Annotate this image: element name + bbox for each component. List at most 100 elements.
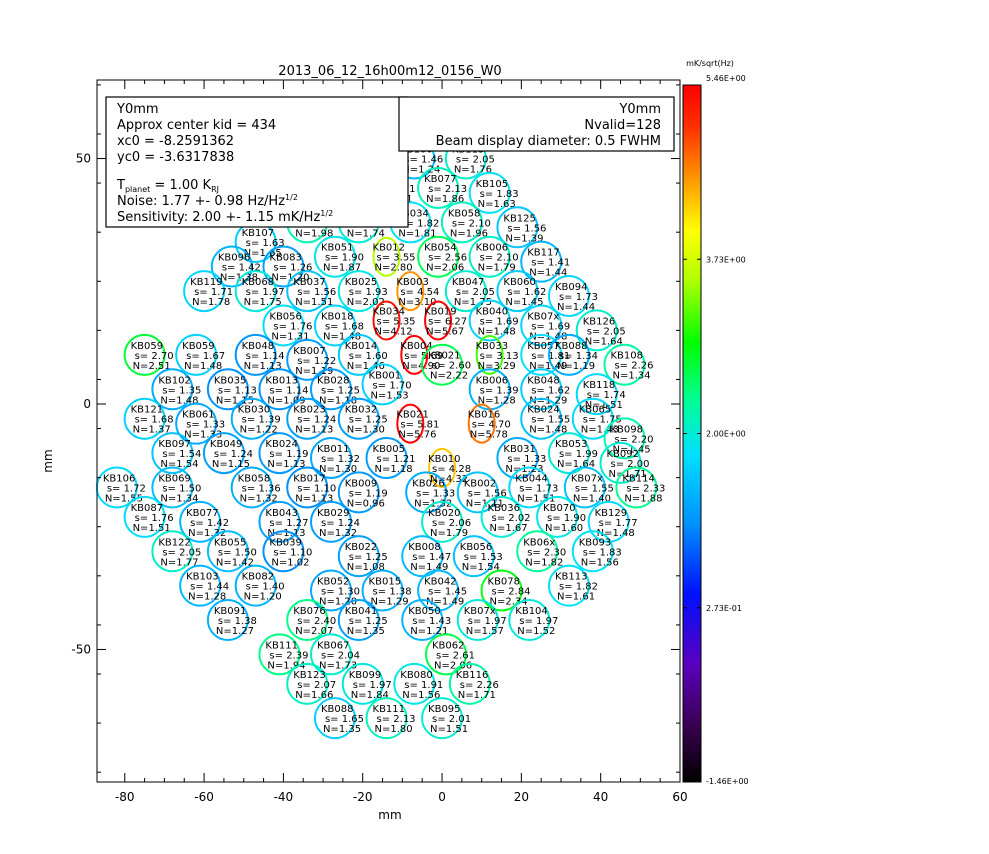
beam-n-label: N=1.81 xyxy=(398,228,436,239)
beam-id-label: KB098 xyxy=(610,424,643,435)
beam-s-label: s= 2.70 xyxy=(135,351,174,362)
beam-n-label: N=1.19 xyxy=(557,361,595,372)
beam-id-label: KB058 xyxy=(238,473,271,484)
beam-s-label: s= 3.13 xyxy=(480,351,519,362)
info-left-line2: Approx center kid = 434 xyxy=(117,118,276,133)
beam-id-label: KB102 xyxy=(158,375,191,386)
beam-id-label: KB024 xyxy=(527,405,560,416)
beam-s-label: s= 2.13 xyxy=(377,714,416,725)
y-tick-label: 0 xyxy=(83,397,91,411)
beam-n-label: N=1.43 xyxy=(581,425,619,436)
x-tick-label: -60 xyxy=(194,790,214,804)
beam-n-label: N=1.80 xyxy=(375,724,413,735)
beam-id-label: KB017 xyxy=(293,473,326,484)
beam-circle xyxy=(230,466,273,509)
beam-s-label: s= 1.77 xyxy=(599,518,638,529)
beam-n-label: N=1.71 xyxy=(609,469,647,480)
tplanet-sub: planet xyxy=(125,185,150,194)
beam-s-label: s= 2.01 xyxy=(432,714,471,725)
beam-s-label: s= 1.62 xyxy=(507,287,546,298)
beam-id-label: KB013 xyxy=(265,375,298,386)
beam-circle xyxy=(151,466,194,509)
beam-circle xyxy=(547,275,590,317)
beam-n-label: N=1.13 xyxy=(244,361,282,372)
beam-n-label: N=1.86 xyxy=(426,194,464,205)
beam-n-label: N=1.79 xyxy=(430,528,468,539)
x-axis-label: mm xyxy=(378,808,401,822)
info-right-line1: Y0mm xyxy=(618,102,661,117)
beam-n-label: N=1.48 xyxy=(529,425,567,436)
beam-circle xyxy=(234,333,277,376)
beam-id-label: KB07x xyxy=(527,311,559,322)
beam-n-label: N=1.98 xyxy=(295,228,333,239)
beam-s-label: s= 2.07 xyxy=(297,680,336,691)
beam-s-label: s= 1.25 xyxy=(349,415,388,426)
beam-id-label: KB022 xyxy=(345,542,378,553)
beam-s-label: s= 3.55 xyxy=(377,253,416,264)
x-tick-label: 60 xyxy=(672,790,687,804)
beam-circle xyxy=(262,245,305,288)
beam-n-label: N=1.56 xyxy=(581,557,619,568)
beam-id-label: KB057 xyxy=(527,341,560,352)
x-tick-label: 0 xyxy=(438,790,446,804)
beam-s-label: s= 1.50 xyxy=(162,483,201,494)
beam-s-label: s= 1.22 xyxy=(297,356,336,367)
beam-circle xyxy=(424,300,453,341)
beam-id-label: KB039 xyxy=(269,537,302,548)
beam-id-label: KB021 xyxy=(428,351,461,362)
beam-s-label: s= 2.39 xyxy=(269,650,308,661)
x-tick-label: 20 xyxy=(514,790,529,804)
beam-id-label: KB080 xyxy=(400,670,433,681)
beam-n-label: N=1.79 xyxy=(478,263,516,274)
beam-n-label: N=4.32 xyxy=(430,474,468,485)
beam-n-label: N=1.44 xyxy=(529,268,567,279)
beam-n-label: N=1.42 xyxy=(216,557,254,568)
beam-id-label: KB129 xyxy=(595,508,628,519)
beam-s-label: s= 5.35 xyxy=(377,317,416,328)
beam-circle xyxy=(417,235,460,278)
beam-circle xyxy=(520,240,563,283)
tplanet-unit-sub: RJ xyxy=(211,185,219,194)
beam-id-label: KB091 xyxy=(214,606,247,617)
beam-id-label: KB103 xyxy=(186,572,219,583)
beam-circle xyxy=(206,599,249,641)
beam-circle xyxy=(393,662,436,705)
beam-circle xyxy=(175,333,218,376)
info-right-line3: Beam display diameter: 0.5 FWHM xyxy=(436,134,661,149)
beam-circle xyxy=(341,662,384,705)
beam-circle xyxy=(496,437,539,479)
beam-circle xyxy=(309,569,352,612)
beam-s-label: s= 1.33 xyxy=(507,454,546,465)
info-box-right: Y0mm Nvalid=128 Beam display diameter: 0… xyxy=(398,96,675,152)
beam-circle xyxy=(365,437,408,479)
beam-n-label: N=1.48 xyxy=(597,528,635,539)
beam-s-label: s= 1.35 xyxy=(162,385,201,396)
beam-circle xyxy=(520,333,563,376)
beam-s-label: s= 1.65 xyxy=(325,714,364,725)
beam-circle xyxy=(175,402,218,445)
beam-n-label: N=5.76 xyxy=(398,430,436,441)
beam-n-label: N=1.34 xyxy=(612,371,650,382)
beam-n-label: N=1.54 xyxy=(462,562,500,573)
beam-s-label: s= 1.13 xyxy=(218,385,257,396)
beam-s-label: s= 1.99 xyxy=(559,449,598,460)
beam-id-label: KB094 xyxy=(555,282,588,293)
beam-id-label: KB087 xyxy=(131,503,164,514)
info-right-line2: Nvalid=128 xyxy=(584,118,661,133)
beam-circle xyxy=(286,270,329,313)
beam-n-label: N=1.21 xyxy=(410,626,448,637)
beam-circle xyxy=(365,697,408,740)
beam-circle xyxy=(313,697,356,740)
beam-s-label: s= 2.05 xyxy=(162,547,201,558)
beam-n-label: N=1.13 xyxy=(267,528,305,539)
beam-n-label: N=1.45 xyxy=(505,297,543,308)
beam-s-label: s= 6.27 xyxy=(428,317,467,328)
beam-s-label: s= 1.73 xyxy=(559,292,598,303)
beam-id-label: KB053 xyxy=(555,439,588,450)
beam-n-label: N=1.44 xyxy=(557,302,595,313)
beam-s-label: s= 2.10 xyxy=(480,253,519,264)
beam-id-label: KB093 xyxy=(579,537,612,548)
beam-circle xyxy=(372,236,401,277)
beam-s-label: s= 1.73 xyxy=(519,483,558,494)
beam-id-label: KB035 xyxy=(214,375,247,386)
